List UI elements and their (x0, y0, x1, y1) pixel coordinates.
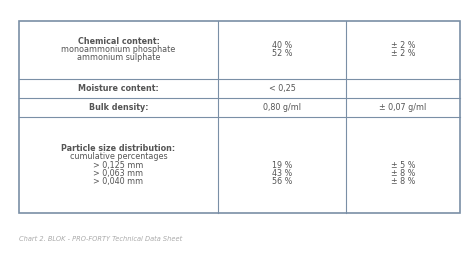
Text: 43 %: 43 % (272, 169, 292, 178)
Text: monoammonium phosphate: monoammonium phosphate (61, 45, 176, 54)
Text: > 0,125 mm: > 0,125 mm (93, 161, 144, 170)
Text: cumulative percentages: cumulative percentages (70, 152, 167, 161)
Text: 52 %: 52 % (272, 49, 292, 58)
Text: ± 2 %: ± 2 % (391, 49, 415, 58)
Text: Moisture content:: Moisture content: (78, 84, 159, 93)
Text: ± 8 %: ± 8 % (391, 169, 415, 178)
Text: 40 %: 40 % (272, 41, 292, 50)
Text: > 0,063 mm: > 0,063 mm (93, 169, 144, 178)
Text: Bulk density:: Bulk density: (89, 103, 148, 112)
Text: ammonium sulphate: ammonium sulphate (77, 54, 160, 62)
Text: ± 0,07 g/ml: ± 0,07 g/ml (379, 103, 427, 112)
Text: > 0,040 mm: > 0,040 mm (93, 177, 144, 186)
Text: < 0,25: < 0,25 (269, 84, 295, 93)
Bar (19, 21, 460, 213)
Text: Chart 2. BLOK - PRO-FORTY Technical Data Sheet: Chart 2. BLOK - PRO-FORTY Technical Data… (19, 236, 182, 242)
Text: Chemical content:: Chemical content: (78, 37, 159, 46)
Text: 19 %: 19 % (272, 161, 292, 170)
Text: ± 2 %: ± 2 % (391, 41, 415, 50)
Text: 56 %: 56 % (272, 177, 292, 186)
Text: 0,80 g/ml: 0,80 g/ml (263, 103, 301, 112)
Text: Particle size distribution:: Particle size distribution: (62, 144, 175, 153)
Text: ± 8 %: ± 8 % (391, 177, 415, 186)
Text: ± 5 %: ± 5 % (391, 161, 415, 170)
